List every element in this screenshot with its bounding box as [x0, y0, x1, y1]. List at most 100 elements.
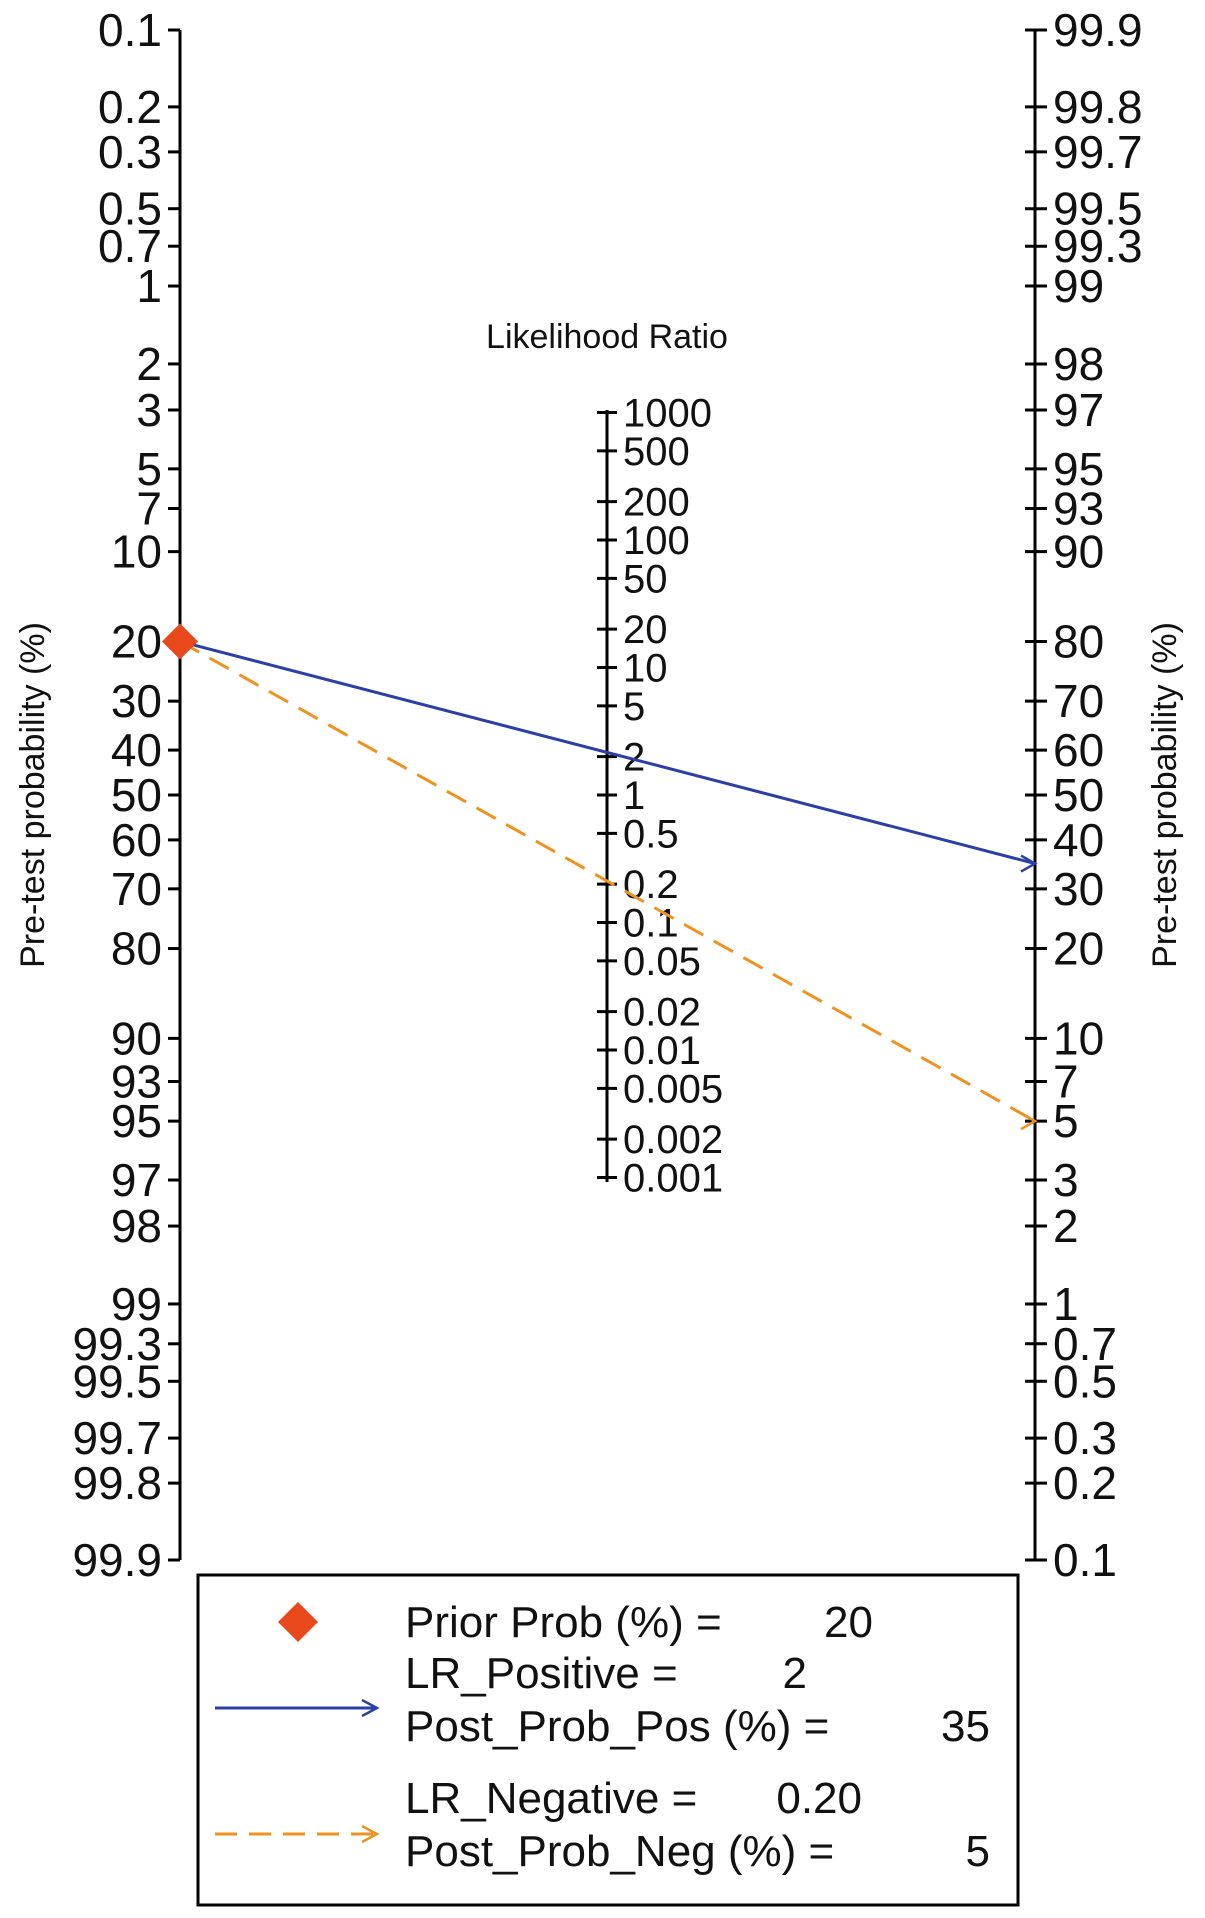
lr-tick-label: 0.05 [623, 940, 701, 984]
nomogram-lines [162, 623, 1038, 1131]
left-tick-label: 0.5 [98, 183, 162, 235]
left-tick-label: 0.1 [98, 4, 162, 56]
left-tick-label: 99 [111, 1278, 162, 1330]
left-tick-label: 0.3 [98, 126, 162, 178]
legend-lr-negative-value: 0.20 [776, 1774, 862, 1823]
right-tick-label: 7 [1053, 1056, 1079, 1108]
lr-tick-label: 20 [623, 608, 668, 652]
right-tick-label: 99.3 [1053, 220, 1143, 272]
prior-prob-marker [162, 623, 198, 660]
lr-tick-label: 0.02 [623, 991, 701, 1035]
right-tick-label: 0.3 [1053, 1412, 1117, 1464]
legend-negative-arrow [361, 1824, 380, 1844]
legend-prior-label: Prior Prob (%) = [405, 1598, 722, 1647]
middle-axis-ticks: 10005002001005020105210.50.20.10.050.020… [597, 391, 723, 1201]
left-tick-label: 40 [111, 724, 162, 776]
legend: Prior Prob (%) = 20 LR_Positive = 2 Post… [215, 1598, 990, 1876]
lr-tick-label: 0.001 [623, 1157, 723, 1201]
left-tick-label: 50 [111, 769, 162, 821]
left-tick-label: 0.7 [98, 220, 162, 272]
right-tick-label: 5 [1053, 1095, 1079, 1147]
right-tick-label: 50 [1053, 769, 1104, 821]
left-tick-label: 0.2 [98, 81, 162, 133]
left-tick-label: 99.5 [72, 1355, 162, 1407]
left-tick-label: 80 [111, 923, 162, 975]
lr-tick-label: 1 [623, 774, 645, 818]
right-tick-label: 90 [1053, 526, 1104, 578]
legend-lr-negative-label: LR_Negative = [405, 1774, 697, 1823]
left-tick-label: 7 [136, 482, 162, 534]
right-tick-label: 40 [1053, 814, 1104, 866]
right-tick-label: 30 [1053, 863, 1104, 915]
right-tick-label: 0.5 [1053, 1355, 1117, 1407]
legend-post-prob-pos-value: 35 [941, 1702, 990, 1751]
legend-post-prob-pos-label: Post_Prob_Pos (%) = [405, 1702, 829, 1751]
lr-tick-label: 5 [623, 685, 645, 729]
left-tick-label: 2 [136, 338, 162, 390]
left-tick-label: 99.8 [72, 1457, 162, 1509]
lr-tick-label: 0.005 [623, 1067, 723, 1111]
right-tick-label: 95 [1053, 443, 1104, 495]
right-tick-label: 99 [1053, 260, 1104, 312]
lr-tick-label: 0.002 [623, 1118, 723, 1162]
lr-tick-label: 500 [623, 430, 690, 474]
legend-lr-positive-value: 2 [783, 1649, 807, 1698]
left-axis-title: Pre-test probability (%) [14, 622, 52, 968]
lr-tick-label: 0.1 [623, 902, 679, 946]
lr-tick-label: 200 [623, 481, 690, 525]
right-tick-label: 70 [1053, 675, 1104, 727]
legend-positive-arrow [361, 1698, 380, 1718]
right-tick-label: 3 [1053, 1154, 1079, 1206]
left-tick-label: 90 [111, 1012, 162, 1064]
legend-prior-value: 20 [824, 1598, 873, 1647]
right-tick-label: 1 [1053, 1278, 1079, 1330]
right-tick-label: 99.5 [1053, 183, 1143, 235]
right-tick-label: 60 [1053, 724, 1104, 776]
right-tick-label: 97 [1053, 384, 1104, 436]
left-tick-label: 20 [111, 615, 162, 667]
lr-tick-label: 0.01 [623, 1029, 701, 1073]
left-tick-label: 98 [111, 1200, 162, 1252]
right-tick-label: 0.2 [1053, 1457, 1117, 1509]
right-tick-label: 99.8 [1053, 81, 1143, 133]
lr-tick-label: 10 [623, 646, 668, 690]
left-tick-label: 99.9 [72, 1534, 162, 1586]
lr-tick-label: 1000 [623, 391, 712, 435]
right-tick-label: 93 [1053, 482, 1104, 534]
right-tick-label: 80 [1053, 615, 1104, 667]
legend-post-prob-neg-label: Post_Prob_Neg (%) = [405, 1827, 834, 1876]
lr-tick-label: 50 [623, 557, 668, 601]
right-axis-ticks: 99.999.899.799.599.399989795939080706050… [1025, 4, 1143, 1586]
right-tick-label: 2 [1053, 1200, 1079, 1252]
left-tick-label: 99.3 [72, 1318, 162, 1370]
lr-negative-arrowhead [1020, 1112, 1038, 1131]
lr-tick-label: 2 [623, 736, 645, 780]
lr-negative-line [179, 640, 1036, 1123]
left-tick-label: 70 [111, 863, 162, 915]
lr-tick-label: 0.2 [623, 863, 679, 907]
left-tick-label: 95 [111, 1095, 162, 1147]
lr-tick-label: 100 [623, 519, 690, 563]
left-tick-label: 60 [111, 814, 162, 866]
right-tick-label: 0.1 [1053, 1534, 1117, 1586]
middle-axis-title: Likelihood Ratio [486, 318, 728, 356]
left-tick-label: 10 [111, 526, 162, 578]
left-tick-label: 1 [136, 260, 162, 312]
right-axis-title: Pre-test probability (%) [1146, 622, 1184, 968]
legend-box [196, 1573, 1020, 1907]
left-tick-label: 30 [111, 675, 162, 727]
right-tick-label: 20 [1053, 923, 1104, 975]
right-tick-label: 99.9 [1053, 4, 1143, 56]
legend-prior-marker [278, 1602, 318, 1642]
left-tick-label: 97 [111, 1154, 162, 1206]
lr-tick-label: 0.5 [623, 812, 679, 856]
right-tick-label: 0.7 [1053, 1318, 1117, 1370]
left-tick-label: 5 [136, 443, 162, 495]
legend-lr-positive-label: LR_Positive = [405, 1649, 678, 1698]
right-tick-label: 99.7 [1053, 126, 1143, 178]
left-tick-label: 93 [111, 1056, 162, 1108]
right-tick-label: 98 [1053, 338, 1104, 390]
